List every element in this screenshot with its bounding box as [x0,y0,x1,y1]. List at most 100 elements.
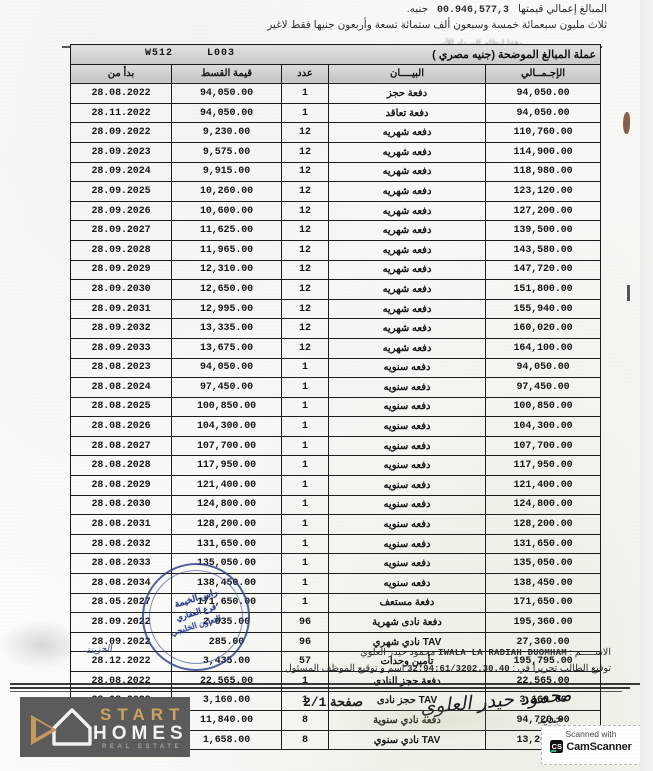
cell-inst: 100,850.00 [171,396,282,418]
camscanner-badge: Scanned with CS CamScanner [541,725,641,765]
cell-total: 110,760.00 [484,122,602,143]
cell-inst: 12,650.00 [171,279,282,300]
table-row: 28.08.2032 131,650.00 1 دفعه سنويه 131,650.0… [70,533,602,555]
cell-date: 28.09.2030 [70,279,172,300]
cell-total: 131,650.00 [484,533,602,555]
cell-inst: 10,600.00 [171,200,282,222]
cell-inst: 9,230.00 [171,122,282,143]
cell-desc: دفعة حجز [328,83,486,104]
customer-name-latin: MAHMOUD HAIDAR AL ALAWI [437,648,567,658]
header-total-amount: 3,775,649.00 [437,5,510,16]
unit-code-l: L003 [207,48,236,59]
cell-total: 94,050.00 [484,102,602,124]
cell-date: 28.08.2027 [70,435,172,457]
table-row: 28.08.2023 94,050.00 1 دفعه سنويه 94,050.00 [70,357,602,379]
cell-date: 28.09.2031 [70,298,172,320]
cell-inst: 104,300.00 [171,416,282,437]
cell-inst: 128,200.00 [171,514,282,535]
camscanner-brand-name: CamScanner [566,740,632,753]
cell-count: 1 [281,357,329,379]
cell-date: 28.05.2027 [70,592,172,614]
table-row: 28.09.2023 9,575.00 12 دفعه شهريه 114,900.00 [70,141,602,163]
cell-inst: 10,260.00 [171,181,282,202]
scan-smudge-left [0,620,70,670]
cell-inst: 117,950.00 [171,455,282,477]
cell-desc: دفعه سنويه [328,377,486,398]
cell-count: 12 [281,318,329,339]
cell-desc: دفعه شهريه [328,161,486,183]
cell-count: 12 [281,200,329,222]
cell-inst: 107,700.00 [171,435,282,457]
cell-count: 1 [281,83,329,104]
header-total-line: المبالغ إعمالي قيمتها 3,775,649.00 جنيه. [0,2,653,18]
cell-count: 96 [281,612,329,633]
cell-inst: 94,050.00 [171,83,282,104]
cell-date: 28.09.2023 [70,141,172,163]
cell-desc: دفعه شهريه [328,200,486,222]
cell-inst: 13,335.00 [171,318,282,339]
logo-tagline: REAL ESTATE [102,744,183,750]
cell-desc: دفعه شهريه [328,279,486,300]
page-label: صفحة [330,694,363,709]
cell-count: 12 [281,337,329,359]
cell-total: 127,200.00 [484,200,602,222]
cell-total: 164,100.00 [484,337,602,359]
footer-name-label: الاســـــم : [569,647,611,658]
cell-date: 28.08.2034 [70,573,172,594]
cell-count: 12 [281,298,329,320]
table-row: 28.09.2032 13,335.00 12 دفعه شهريه 160,020.0… [70,318,602,339]
cell-inst: 138,450.00 [171,573,282,594]
logo-word-homes: HOMES [93,723,188,744]
play-triangle-inner [36,720,52,738]
col-header-inst: قيمة القسط [171,63,282,85]
cell-desc: دفعه سنويه [328,494,486,516]
cell-desc: دفعه سنويه [328,553,486,575]
cell-date: 28.08.2033 [70,553,172,575]
table-row: 28.08.2031 128,200.00 1 دفعه سنويه 128,200.0… [70,514,602,535]
table-row: 28.09.2033 13,675.00 12 دفعه شهريه 164,100.0… [70,337,602,359]
cell-inst: 97,450.00 [171,377,282,398]
cell-date: 28.09.2032 [70,318,172,339]
cell-date: 28.09.2027 [70,220,172,241]
cell-inst: 12,995.00 [171,298,282,320]
cell-date: 28.09.2028 [70,239,172,261]
cell-count: 12 [281,181,329,202]
cell-total: 143,580.00 [484,239,602,261]
scan-smudge-bottom [330,700,540,740]
cell-total: 107,700.00 [484,435,602,457]
cell-desc: دفعه سنويه [328,573,486,594]
cell-desc: دفعه سنويه [328,455,486,477]
cell-date: 28.08.2024 [70,377,172,398]
cell-count: 1 [281,377,329,398]
cell-desc: دفعه شهريه [328,181,486,202]
cell-date: 28.11.2022 [70,102,172,124]
camscanner-brand-row: CS CamScanner [542,740,640,753]
cell-count: 1 [281,102,329,124]
cell-date: 28.08.2028 [70,455,172,477]
cell-desc: دفعه سنويه [328,396,486,418]
cell-inst: 124,800.00 [171,494,282,516]
cell-count: 1 [281,494,329,516]
cell-count: 12 [281,141,329,163]
cell-date: 28.08.2030 [70,494,172,516]
scan-edge-artifact-mid [627,285,630,301]
document-header: المبالغ إعمالي قيمتها 3,775,649.00 جنيه.… [0,2,653,48]
cell-inst: 9,575.00 [171,141,282,163]
cell-desc: دفعه سنويه [328,475,486,496]
page-number: صفحة 1/2 [295,694,363,710]
cell-total: 123,120.00 [484,181,602,202]
table-row: 28.08.2024 97,450.00 1 دفعه سنويه 97,450.00 [70,377,602,398]
cell-total: 117,950.00 [484,455,602,477]
scan-right-gutter [640,0,653,771]
table-row: 28.09.2030 12,650.00 12 دفعه شهريه 151,800.0… [70,279,602,300]
payment-rows-body: 28.08.2022 94,050.00 1 دفعة حجز 94,050.00 28.… [70,83,602,751]
table-row: 28.09.2022 2,035.00 96 دفعة نادى شهرية 195,3… [70,612,602,633]
table-row: 28.08.2026 104,300.00 1 دفعه سنويه 104,300.0… [70,416,602,437]
cell-desc: دفعه شهريه [328,141,486,163]
table-row: 28.11.2022 94,050.00 1 دفعة تعاقد 94,050.00 [70,102,602,124]
header-total-prefix: المبالغ إعمالي قيمتها [517,3,607,15]
cell-total: 171,650.00 [484,592,602,614]
cell-count: 1 [281,396,329,418]
header-currency-word: جنيه. [406,3,429,15]
